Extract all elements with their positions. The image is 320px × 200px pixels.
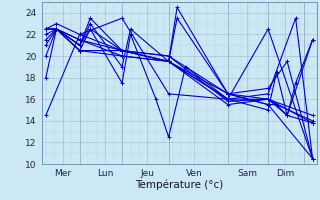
X-axis label: Température (°c): Température (°c) [135, 179, 223, 190]
